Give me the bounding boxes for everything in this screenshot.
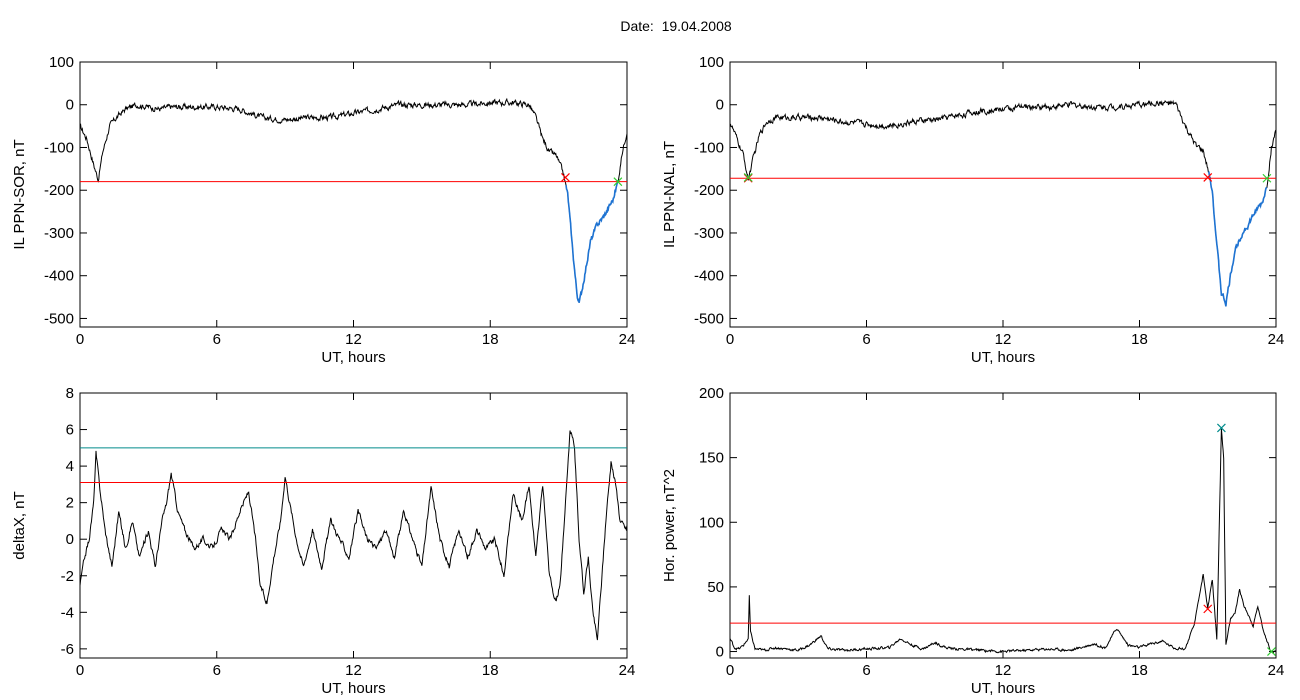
y-tick-label: 4 — [66, 458, 74, 475]
end-marker — [743, 172, 753, 182]
plot-frame — [729, 61, 1277, 328]
x-tick-label: 0 — [76, 662, 84, 679]
series-line — [730, 99, 1276, 307]
start-marker — [743, 173, 753, 183]
highlight-line — [1208, 171, 1268, 307]
y-axis-label: IL PPN-SOR, nT — [11, 139, 28, 249]
x-axis-label: UT, hours — [321, 680, 385, 697]
y-tick-label: -400 — [44, 268, 74, 285]
y-tick-label: 100 — [699, 54, 724, 71]
x-axis-label: UT, hours — [971, 680, 1035, 697]
start-marker — [1203, 172, 1213, 182]
series-line — [80, 430, 627, 641]
chart-power: 0 6 12 18 24 200 150 100 50 0 UT, hours Hor. power,… — [661, 385, 1284, 697]
x-tick-label: 6 — [213, 331, 221, 348]
y-tick-label: -200 — [44, 182, 74, 199]
y-tick-label: -4 — [61, 604, 74, 621]
start-marker — [1203, 604, 1213, 614]
y-tick-label: -2 — [61, 568, 74, 585]
end-marker — [1262, 173, 1272, 183]
x-tick-label: 0 — [76, 331, 84, 348]
y-tick-label: 0 — [66, 97, 74, 114]
y-tick-label: 100 — [699, 514, 724, 531]
end-marker — [1267, 647, 1276, 656]
y-axis-label: IL PPN-NAL, nT — [661, 141, 678, 248]
highlight-line — [565, 180, 619, 303]
x-tick-label: 18 — [1131, 331, 1148, 348]
y-tick-label: 0 — [716, 644, 724, 661]
plot-frame — [79, 61, 628, 328]
x-axis-label: UT, hours — [971, 349, 1035, 366]
y-tick-label: -100 — [694, 139, 724, 156]
y-tick-label: 150 — [699, 450, 724, 467]
y-tick-label: -200 — [694, 182, 724, 199]
chart-sor: 0 6 12 18 24 100 0 -100 -200 -300 -400 -500 UT, hour… — [11, 54, 635, 366]
y-tick-label: 6 — [66, 422, 74, 439]
x-tick-label: 12 — [995, 331, 1012, 348]
y-tick-label: -500 — [694, 310, 724, 327]
end-marker — [613, 177, 623, 187]
figure-title: Date: 19.04.2008 — [620, 18, 732, 34]
plot-frame — [79, 392, 628, 659]
x-tick-label: 18 — [1131, 662, 1148, 679]
y-tick-label: -300 — [44, 225, 74, 242]
chart-nal: 0 6 12 18 24 100 0 -100 -200 -300 -400 -500 UT, hour… — [661, 54, 1284, 366]
x-tick-label: 6 — [862, 331, 870, 348]
x-tick-label: 0 — [726, 662, 734, 679]
y-tick-label: -100 — [44, 139, 74, 156]
x-tick-label: 18 — [482, 662, 499, 679]
start-marker — [561, 172, 570, 182]
x-tick-label: 12 — [345, 331, 362, 348]
chart-deltax: 0 6 12 18 24 8 6 4 2 0 -2 -4 -6 UT, hours deltaX, nT — [11, 385, 635, 697]
y-tick-label: 0 — [66, 531, 74, 548]
y-tick-label: 100 — [49, 54, 74, 71]
y-tick-label: -6 — [61, 641, 74, 658]
x-tick-label: 12 — [345, 662, 362, 679]
y-tick-label: -400 — [694, 268, 724, 285]
y-axis-label: Hor. power, nT^2 — [661, 469, 678, 582]
y-axis-label: deltaX, nT — [11, 491, 28, 559]
x-tick-label: 24 — [1268, 331, 1285, 348]
y-tick-label: 50 — [707, 579, 724, 596]
plot-frame — [729, 392, 1277, 659]
x-tick-label: 24 — [619, 662, 636, 679]
x-axis-label: UT, hours — [321, 349, 385, 366]
y-tick-label: 200 — [699, 385, 724, 402]
peak-marker — [1216, 423, 1226, 433]
y-tick-label: 8 — [66, 385, 74, 402]
series-line — [80, 97, 627, 303]
x-tick-label: 12 — [995, 662, 1012, 679]
y-tick-label: 2 — [66, 495, 74, 512]
x-tick-label: 0 — [726, 331, 734, 348]
y-tick-label: 0 — [716, 97, 724, 114]
x-tick-label: 6 — [862, 662, 870, 679]
x-tick-label: 18 — [482, 331, 499, 348]
series-line — [730, 428, 1276, 654]
y-tick-label: -500 — [44, 310, 74, 327]
x-tick-label: 24 — [619, 331, 636, 348]
x-tick-label: 24 — [1268, 662, 1285, 679]
x-tick-label: 6 — [213, 662, 221, 679]
y-tick-label: -300 — [694, 225, 724, 242]
